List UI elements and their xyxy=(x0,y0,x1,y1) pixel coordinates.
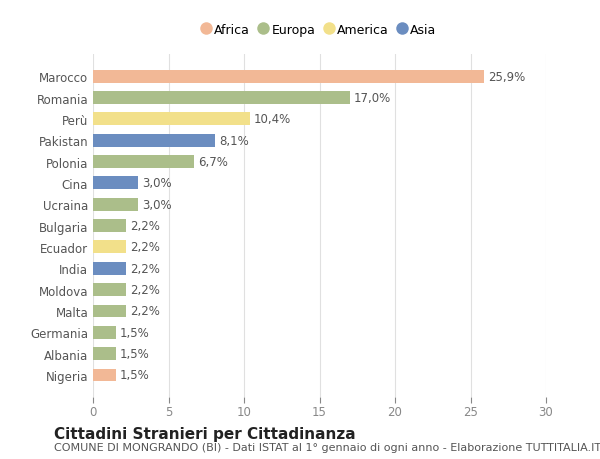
Bar xyxy=(93,305,126,318)
Bar xyxy=(93,347,116,360)
Bar xyxy=(93,284,126,297)
Text: 6,7%: 6,7% xyxy=(198,156,228,168)
Bar xyxy=(93,198,139,211)
Text: 10,4%: 10,4% xyxy=(254,113,291,126)
Legend: Africa, Europa, America, Asia: Africa, Europa, America, Asia xyxy=(199,20,440,41)
Bar xyxy=(93,220,126,232)
Bar xyxy=(93,113,250,126)
Text: 2,2%: 2,2% xyxy=(130,284,160,297)
Text: 17,0%: 17,0% xyxy=(353,92,391,105)
Bar xyxy=(93,241,126,254)
Text: 1,5%: 1,5% xyxy=(119,326,149,339)
Text: 2,2%: 2,2% xyxy=(130,305,160,318)
Text: 3,0%: 3,0% xyxy=(142,177,172,190)
Bar xyxy=(93,177,139,190)
Text: 3,0%: 3,0% xyxy=(142,198,172,211)
Text: Cittadini Stranieri per Cittadinanza: Cittadini Stranieri per Cittadinanza xyxy=(54,426,356,441)
Bar xyxy=(93,369,116,381)
Text: 2,2%: 2,2% xyxy=(130,262,160,275)
Bar xyxy=(93,71,484,84)
Text: 25,9%: 25,9% xyxy=(488,71,525,84)
Bar xyxy=(93,326,116,339)
Text: 1,5%: 1,5% xyxy=(119,347,149,360)
Bar xyxy=(93,92,350,105)
Bar xyxy=(93,262,126,275)
Bar xyxy=(93,134,215,147)
Bar xyxy=(93,156,194,168)
Text: COMUNE DI MONGRANDO (BI) - Dati ISTAT al 1° gennaio di ogni anno - Elaborazione : COMUNE DI MONGRANDO (BI) - Dati ISTAT al… xyxy=(54,442,600,452)
Text: 2,2%: 2,2% xyxy=(130,241,160,254)
Text: 2,2%: 2,2% xyxy=(130,219,160,233)
Text: 1,5%: 1,5% xyxy=(119,369,149,381)
Text: 8,1%: 8,1% xyxy=(219,134,249,147)
